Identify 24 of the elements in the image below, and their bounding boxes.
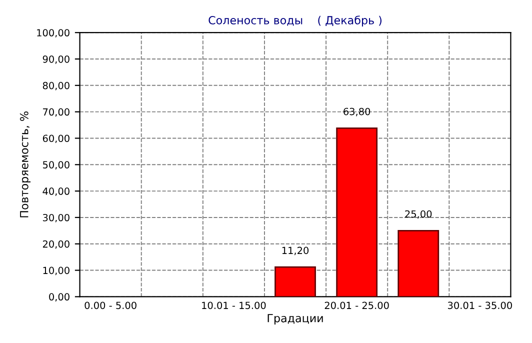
data-label: 25,00 <box>405 210 432 219</box>
y-tick-label: 30,00 <box>42 214 70 222</box>
y-tick-label: 0,00 <box>49 293 70 302</box>
data-label: 63,80 <box>344 108 370 116</box>
y-tick-label: 80,00 <box>42 82 70 90</box>
x-tick-label: 20.01 - 25.00 <box>324 302 389 310</box>
bar <box>274 266 316 297</box>
y-tick-label: 70,00 <box>43 108 70 117</box>
data-label: 11,20 <box>282 246 309 256</box>
y-tick-label: 90,00 <box>42 55 70 64</box>
x-tick-label: 30.01 - 35.00 <box>448 302 512 310</box>
bar <box>398 230 440 297</box>
y-tick-label: 40,00 <box>42 188 70 196</box>
chart-title: Соленость воды ( Декабрь ) <box>208 16 382 27</box>
y-tick-label: 20,00 <box>42 240 70 249</box>
x-axis-title: Градации <box>268 314 323 324</box>
bar <box>336 128 378 297</box>
x-tick-label: 0.00 - 5.00 <box>84 302 136 310</box>
y-tick-label: 60,00 <box>42 134 70 144</box>
y-axis-title: Повторяемость, % <box>20 112 31 218</box>
x-tick-label: 10.01 - 15.00 <box>202 302 266 310</box>
y-tick-label: 10,00 <box>43 266 70 276</box>
y-tick-label: 50,00 <box>42 161 70 170</box>
y-tick-label: 100,00 <box>37 29 70 38</box>
